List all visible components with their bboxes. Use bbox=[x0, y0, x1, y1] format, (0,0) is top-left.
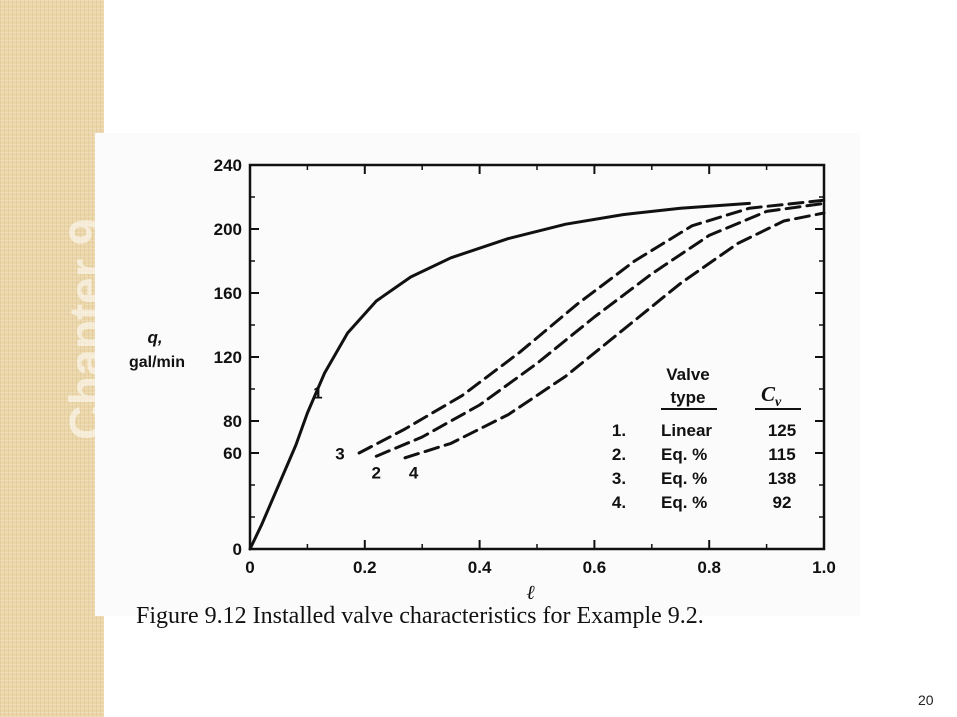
labels-layer: ℓ q, gal/min bbox=[129, 328, 535, 604]
x-tick-label: 0.2 bbox=[353, 558, 377, 577]
series-label-4: 4 bbox=[409, 464, 419, 483]
legend-row-number: 1. bbox=[612, 421, 626, 440]
y-tick-label: 80 bbox=[223, 412, 242, 431]
y-tick-label: 200 bbox=[214, 220, 242, 239]
series-label-2: 2 bbox=[372, 464, 381, 483]
legend-row-type: Linear bbox=[661, 421, 712, 440]
legend-row-cv: 115 bbox=[768, 445, 795, 464]
y-tick-label: 0 bbox=[233, 540, 242, 559]
series-label-3: 3 bbox=[335, 444, 344, 463]
decorative-side-band bbox=[0, 0, 104, 717]
legend-row-cv: 138 bbox=[768, 469, 796, 488]
y-tick-label: 120 bbox=[214, 348, 242, 367]
legend-row-number: 4. bbox=[612, 493, 626, 512]
figure-caption: Figure 9.12 Installed valve characterist… bbox=[136, 603, 704, 629]
legend-header-type-line2: type bbox=[671, 388, 706, 407]
x-axis-label: ℓ bbox=[527, 582, 536, 604]
y-axis-label-line2: gal/min bbox=[129, 354, 185, 371]
series-line-1 bbox=[248, 201, 751, 551]
series-line-4 bbox=[403, 211, 826, 460]
x-tick-label: 0.4 bbox=[468, 558, 492, 577]
legend-row-type: Eq. % bbox=[661, 469, 707, 488]
legend-row-number: 2. bbox=[612, 445, 626, 464]
x-tick-label: 0.6 bbox=[583, 558, 607, 577]
page-number: 20 bbox=[918, 692, 934, 708]
legend-row-number: 3. bbox=[612, 469, 626, 488]
legend-header-type-line1: Valve bbox=[666, 365, 710, 384]
series-line-2 bbox=[374, 201, 826, 458]
y-tick-label: 160 bbox=[214, 284, 242, 303]
chart-svg: 0 0.2 0.4 0.6 0.8 1.0 0 60 80 120 160 200 240 1 2 3 4 ℓ… bbox=[129, 156, 836, 604]
x-tick-label: 0.8 bbox=[697, 558, 721, 577]
y-axis-label-line1: q, bbox=[147, 328, 162, 347]
x-tick-label: 0 bbox=[245, 558, 254, 577]
x-tick-label: 1.0 bbox=[812, 558, 836, 577]
legend-header-cv-sub: v bbox=[775, 395, 782, 410]
series-layer: 1 2 3 4 bbox=[248, 198, 826, 551]
series-label-1: 1 bbox=[313, 384, 322, 403]
legend-row-type: Eq. % bbox=[661, 493, 707, 512]
axes: 0 0.2 0.4 0.6 0.8 1.0 0 60 80 120 160 200 240 bbox=[214, 156, 836, 577]
legend-row-cv: 125 bbox=[768, 421, 796, 440]
legend-row-cv: 92 bbox=[773, 493, 792, 512]
legend-row-type: Eq. % bbox=[661, 445, 707, 464]
legend-header-cv: C bbox=[761, 382, 776, 406]
y-tick-label: 240 bbox=[214, 156, 242, 175]
y-tick-label: 60 bbox=[223, 444, 242, 463]
chart-figure: 0 0.2 0.4 0.6 0.8 1.0 0 60 80 120 160 200 240 1 2 3 4 ℓ… bbox=[95, 133, 860, 616]
series-line-3 bbox=[357, 198, 826, 455]
